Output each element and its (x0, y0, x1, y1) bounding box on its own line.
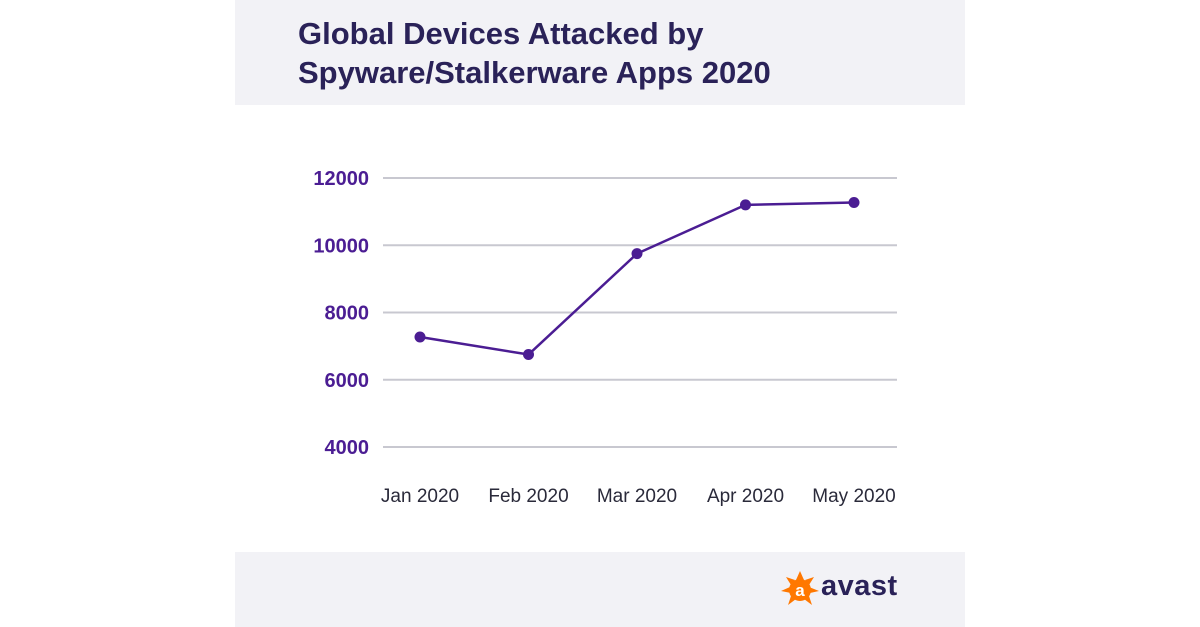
y-tick-label-4000: 4000 (325, 437, 370, 459)
y-tick-label-8000: 8000 (325, 303, 370, 325)
chart-title-line-2: Spyware/Stalkerware Apps 2020 (298, 55, 771, 90)
x-tick-label-3: Mar 2020 (597, 486, 677, 507)
series-layer (414, 197, 860, 361)
chart-area: 4000 6000 8000 10000 12000 Jan 2020 Feb 2020 M… (235, 105, 965, 552)
x-tick-label-4: Apr 2020 (707, 486, 784, 507)
chart-card: Global Devices Attacked by Spyware/Stalk… (235, 0, 965, 627)
data-point-4 (740, 199, 751, 211)
svg-text:a: a (795, 581, 805, 600)
x-tick-label-1: Jan 2020 (381, 486, 459, 507)
chart-title-line-1: Global Devices Attacked by (298, 16, 704, 51)
x-axis-ticks: Jan 2020 Feb 2020 Mar 2020 Apr 2020 May 2020 (381, 486, 896, 507)
x-tick-label-2: Feb 2020 (488, 486, 568, 507)
avast-logo-icon: a (781, 571, 819, 605)
gridlines (383, 177, 897, 448)
x-tick-label-5: May 2020 (812, 486, 895, 507)
line-chart: 4000 6000 8000 10000 12000 Jan 2020 Feb 2020 M… (313, 168, 897, 507)
data-point-1 (414, 331, 426, 343)
brand-name: avast (821, 570, 898, 602)
y-tick-label-12000: 12000 (313, 168, 369, 190)
footer: a avast (235, 552, 965, 627)
header: Global Devices Attacked by Spyware/Stalk… (235, 0, 965, 105)
data-point-5 (848, 197, 860, 209)
y-tick-label-10000: 10000 (313, 235, 369, 257)
data-point-2 (523, 349, 534, 361)
chart-title: Global Devices Attacked by Spyware/Stalk… (298, 14, 918, 92)
y-axis-ticks: 4000 6000 8000 10000 12000 (313, 168, 369, 459)
data-point-3 (631, 248, 643, 260)
avast-logo: a avast (781, 569, 901, 609)
y-tick-label-6000: 6000 (325, 370, 370, 392)
series-line-1 (419, 201, 855, 356)
